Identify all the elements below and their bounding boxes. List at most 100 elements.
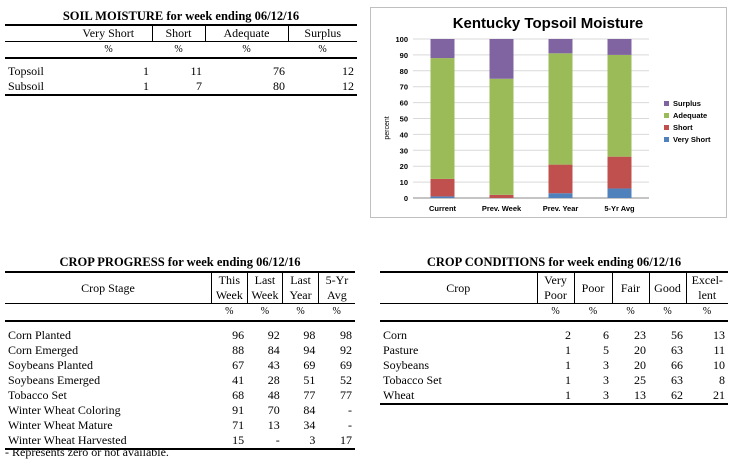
column-header: Week (246, 288, 283, 304)
cell-value: 13 (267, 417, 280, 432)
bar-segment-adequate (607, 54, 632, 157)
cell-value: 20 (634, 342, 646, 357)
bar-segment-very-short (430, 196, 455, 198)
unit-cell: % (649, 303, 686, 322)
unit-cell: % (318, 303, 355, 322)
chart-title: Kentucky Topsoil Moisture (453, 15, 644, 32)
table-row: Tobacco Set 1 3 25 63 8 (380, 373, 728, 388)
cell-value: 96 (232, 327, 245, 342)
row-label: Soybeans Emerged (8, 372, 101, 387)
cell-value: 98 (303, 327, 316, 342)
soil-moisture-table: Very Short Short Adequate Surplus % % % … (5, 24, 357, 96)
x-tick-labels: Current Prev. Week Prev. Year 5-Yr Avg (429, 204, 635, 213)
topsoil-moisture-chart: Kentucky Topsoil Moisture percent 0 10 20 3… (370, 7, 727, 218)
bar-segment-surplus (430, 39, 455, 59)
cell-value: 1 (65, 79, 152, 96)
row-label: Tobacco Set (383, 372, 442, 387)
x-tick-label: Prev. Year (543, 204, 579, 213)
cell-value: 3 (282, 432, 319, 450)
blank-unit-cell (5, 41, 65, 59)
bar-segment-adequate (430, 58, 455, 179)
crop-header: Crop (380, 271, 537, 304)
table-row: Soybeans 1 3 20 66 10 (380, 358, 728, 373)
row-label: Corn Planted (8, 327, 71, 342)
unit-cell: % (282, 303, 319, 322)
row-label: Corn Emerged (8, 342, 79, 357)
header-row: Crop Stage This Last Last 5-Yr (5, 271, 355, 304)
crop-stage-header: Crop Stage (5, 271, 212, 304)
table-row: Soybeans Planted 67 43 69 69 (5, 358, 355, 373)
table-row: Tobacco Set 68 48 77 77 (5, 388, 355, 403)
bar-segment-short (607, 156, 632, 189)
x-tick-label: Prev. Week (482, 204, 522, 213)
unit-cell: % (205, 41, 288, 59)
row-label: Pasture (383, 342, 419, 357)
table-row: Wheat 1 3 13 62 21 (380, 387, 728, 405)
cell-value: 3 (603, 372, 609, 387)
crop-progress-title: CROP PROGRESS for week ending 06/12/16 (59, 255, 301, 269)
cell-value: 52 (340, 372, 352, 387)
unit-cell: % (288, 41, 357, 59)
bar-segment-surplus (489, 39, 514, 79)
table-row: Soybeans Emerged 41 28 51 52 (5, 373, 355, 388)
cell-value: 68 (232, 387, 245, 402)
cell-value: 12 (342, 64, 354, 78)
cell-value: 12 (288, 79, 357, 96)
column-header: Last (282, 271, 319, 288)
row-label: Winter Wheat Harvested (5, 432, 212, 450)
column-header: lent (685, 288, 728, 304)
cell-value: 63 (671, 372, 683, 387)
cell-value: 43 (267, 357, 280, 372)
cell-value: 69 (340, 357, 352, 372)
cell-value: 63 (671, 342, 683, 357)
cell-value: 77 (303, 387, 316, 402)
cell-value: 5 (603, 342, 609, 357)
legend-label: Surplus (673, 99, 701, 108)
header-row-2: Poor lent (380, 288, 728, 304)
bar-segment-adequate (489, 78, 514, 195)
cell-value: 20 (634, 357, 646, 372)
y-axis-label: percent (384, 116, 391, 139)
cell-value: 3 (574, 387, 612, 405)
cell-value: 56 (671, 327, 683, 342)
legend: Surplus Adequate Short Very Short (664, 99, 711, 144)
cell-value: 91 (232, 402, 245, 417)
column-header: Very (536, 271, 574, 288)
row-label: Wheat (380, 387, 537, 405)
x-tick-label: 5-Yr Avg (604, 204, 635, 213)
cell-value: 76 (273, 64, 285, 78)
header-row-2: Week Week Year Avg (5, 288, 355, 304)
row-label: Corn (383, 327, 407, 342)
cell-value: 28 (267, 372, 280, 387)
units-row: % % % % (5, 303, 355, 322)
y-tick-label: 80 (400, 67, 408, 76)
table-row: Corn Planted 96 92 98 98 (5, 328, 355, 343)
cell-value: 70 (267, 402, 280, 417)
crop-conditions-table: Crop Very Poor Fair Good Excel- Poor len… (380, 271, 728, 405)
bars (430, 39, 632, 198)
legend-label: Very Short (673, 135, 711, 144)
unit-cell: % (152, 41, 205, 59)
unit-cell: % (247, 303, 283, 322)
cell-value: 1 (143, 64, 149, 78)
column-header: Poor (536, 288, 574, 304)
table-row: Winter Wheat Mature 71 13 34 - (5, 418, 355, 433)
cell-value: 13 (612, 387, 649, 405)
blank-header-cell (5, 24, 65, 42)
cell-value: 71 (232, 417, 245, 432)
column-header: Poor (573, 271, 612, 304)
cell-value: 98 (340, 327, 352, 342)
cell-value: 15 (211, 432, 248, 450)
row-label: Soybeans Planted (8, 357, 93, 372)
row-label: Subsoil (5, 79, 65, 96)
column-header: Week (211, 288, 248, 304)
table-row: Winter Wheat Harvested 15-3 17 (5, 432, 355, 450)
cell-value: 1 (537, 387, 574, 405)
cell-value: 48 (267, 387, 280, 402)
bar-segment-very-short (607, 188, 632, 198)
y-tick-label: 40 (400, 130, 408, 139)
cell-value: 10 (713, 357, 725, 372)
cell-value: 17 (318, 432, 355, 450)
column-header: Good (648, 271, 686, 304)
y-tick-label: 30 (400, 146, 408, 155)
